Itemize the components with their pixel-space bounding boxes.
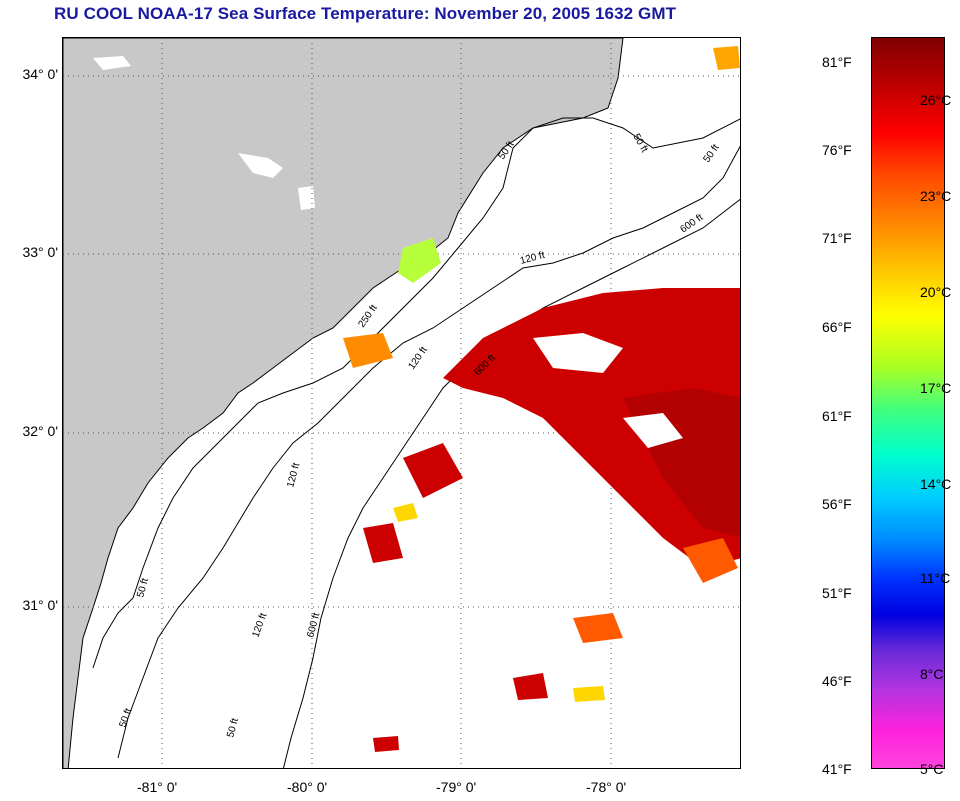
sst-patch — [363, 523, 403, 563]
lon-label: -78° 0' — [586, 779, 627, 795]
sst-patch — [443, 288, 740, 568]
isobath-label: 50 ft — [701, 142, 721, 164]
colorbar-f-label: 61°F — [822, 408, 852, 424]
colorbar-f-label: 66°F — [822, 319, 852, 335]
lat-label: 32° 0' — [22, 423, 58, 439]
colorbar-f-label: 81°F — [822, 54, 852, 70]
sst-patch — [398, 238, 441, 283]
colorbar-c-label: 23°C — [920, 188, 952, 204]
lon-label: -79° 0' — [436, 779, 477, 795]
isobath-label: 250 ft — [356, 303, 379, 330]
colorbar-c-label: 17°C — [920, 380, 952, 396]
sst-patch — [513, 673, 548, 700]
colorbar-f-label: 51°F — [822, 585, 852, 601]
sst-patch — [713, 46, 740, 70]
isobath-label: 50 ft — [117, 707, 134, 729]
colorbar-f-label: 46°F — [822, 673, 852, 689]
colorbar-c-label: 8°C — [920, 666, 944, 682]
lake — [93, 56, 131, 70]
colorbar — [871, 37, 945, 769]
sst-map[interactable]: 50 ft 50 ft 50 ft 50 ft 120 ft 120 ft 12… — [62, 37, 741, 769]
isobath-label: 50 ft — [225, 717, 241, 739]
lat-label: 34° 0' — [22, 66, 58, 82]
lat-label: 31° 0' — [22, 597, 58, 613]
isobath-label: 120 ft — [285, 462, 302, 489]
colorbar-c-label: 20°C — [920, 284, 952, 300]
colorbar-f-label: 76°F — [822, 142, 852, 158]
colorbar-c-label: 14°C — [920, 476, 952, 492]
sst-patch — [573, 686, 605, 702]
sst-patch — [573, 613, 623, 643]
colorbar-f-label: 71°F — [822, 230, 852, 246]
colorbar-c-label: 26°C — [920, 92, 952, 108]
map-title: RU COOL NOAA-17 Sea Surface Temperature:… — [54, 4, 677, 23]
isobath-label: 50 ft — [630, 132, 649, 155]
lake — [238, 153, 283, 178]
sst-patch — [373, 736, 399, 752]
sst-patch — [683, 538, 738, 583]
colorbar-f-label: 56°F — [822, 496, 852, 512]
sst-patch — [533, 333, 623, 373]
isobath-label: 120 ft — [406, 345, 429, 372]
sst-patch — [403, 443, 463, 498]
sst-patch — [343, 333, 393, 368]
sst-patch — [623, 413, 683, 448]
isobath-label: 50 ft — [135, 577, 151, 599]
isobath-label: 120 ft — [250, 612, 269, 639]
lake — [298, 186, 315, 210]
sst-patch — [393, 503, 418, 522]
sst-map-canvas: 50 ft 50 ft 50 ft 50 ft 120 ft 120 ft 12… — [63, 38, 740, 768]
colorbar-c-label: 5°C — [920, 761, 944, 777]
sst-patches — [343, 46, 740, 752]
colorbar-c-label: 11°C — [920, 570, 951, 586]
lon-label: -80° 0' — [287, 779, 328, 795]
isobath-label: 600 ft — [678, 212, 705, 235]
colorbar-f-label: 41°F — [822, 761, 852, 777]
lat-label: 33° 0' — [22, 244, 58, 260]
land-mass — [63, 38, 624, 768]
lon-label: -81° 0' — [137, 779, 178, 795]
isobath-labels: 50 ft 50 ft 50 ft 50 ft 120 ft 120 ft 12… — [117, 132, 721, 739]
